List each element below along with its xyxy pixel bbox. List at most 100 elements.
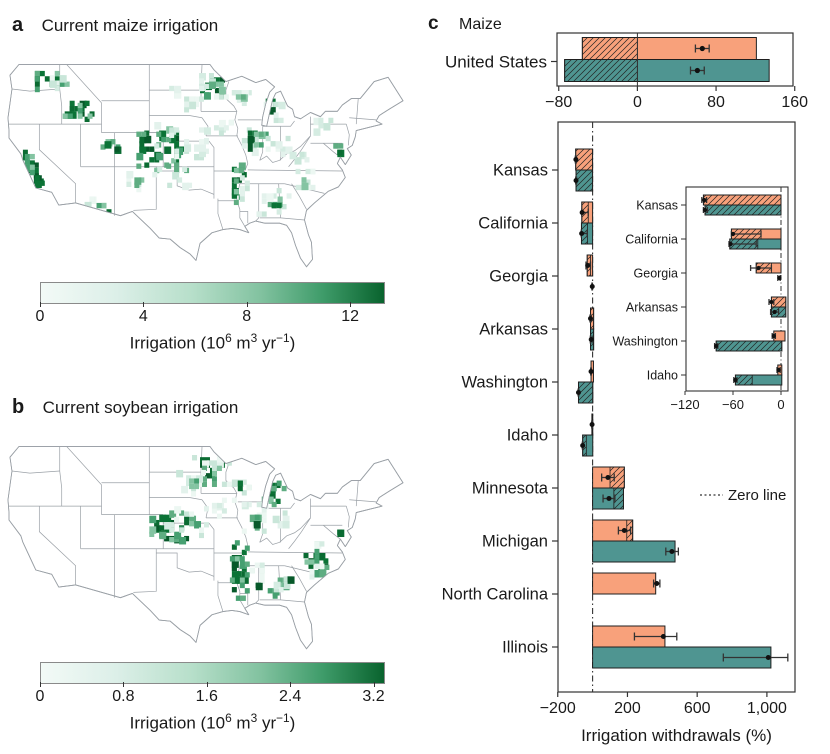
county-cell — [174, 162, 180, 168]
county-cell — [261, 528, 267, 534]
bar-michigan-teal — [592, 541, 676, 562]
county-cell — [24, 153, 30, 160]
county-cell — [270, 98, 276, 104]
county-cell — [231, 544, 237, 550]
state-border-line — [156, 552, 215, 577]
county-cell — [337, 149, 343, 156]
county-cell — [141, 131, 147, 137]
county-cell — [275, 498, 281, 505]
county-cell — [263, 112, 269, 118]
county-cell — [241, 571, 247, 577]
county-cell — [204, 148, 209, 154]
county-cell — [221, 497, 227, 503]
county-cell — [294, 157, 302, 165]
county-cell — [234, 540, 240, 546]
county-cell — [231, 182, 237, 189]
county-cell — [229, 556, 235, 562]
state-border-line — [345, 124, 350, 146]
county-cell — [310, 168, 316, 175]
bar-idaho-teal — [582, 435, 593, 456]
county-cell — [280, 146, 286, 152]
county-cell — [126, 181, 132, 187]
colorbar-tick-label: 0.8 — [112, 688, 135, 705]
county-cell — [29, 164, 35, 170]
county-cell — [179, 510, 185, 516]
colorbar-tick — [246, 302, 248, 307]
county-cell — [285, 146, 293, 154]
colorbar-gradient — [40, 662, 385, 684]
county-cell — [204, 522, 209, 528]
county-cell — [182, 166, 188, 173]
county-cell — [149, 157, 155, 163]
county-cell — [282, 521, 290, 529]
county-cell — [29, 153, 35, 160]
county-cell — [301, 177, 307, 183]
county-cell — [231, 479, 239, 487]
county-cell — [49, 75, 55, 81]
county-cell — [211, 471, 217, 477]
county-cell — [218, 130, 224, 136]
county-cell — [144, 130, 150, 136]
county-cell — [282, 515, 290, 524]
county-cell — [239, 577, 245, 583]
county-cell — [244, 588, 250, 594]
county-cell — [134, 177, 142, 185]
bar-arkansas-teal-point — [588, 337, 594, 342]
county-cell — [244, 561, 250, 567]
state-border-line — [133, 548, 157, 593]
state-border-line — [288, 135, 311, 167]
colorbar-tick — [40, 682, 41, 687]
county-cell — [323, 558, 329, 564]
county-cell — [231, 90, 237, 96]
irrigation-withdrawals-charts: United States −80 0 80 160 Kansas California Ge… — [442, 32, 808, 745]
county-cell — [299, 151, 305, 158]
county-cell — [154, 143, 160, 149]
county-cell — [149, 146, 155, 152]
county-cell — [199, 532, 205, 539]
county-cell — [304, 559, 310, 565]
county-cell — [189, 101, 197, 110]
county-cell — [267, 588, 273, 594]
county-cell — [194, 521, 202, 529]
county-cell — [305, 179, 311, 185]
county-cell — [233, 167, 239, 174]
county-cell — [271, 485, 277, 492]
state-label-michigan: Michigan — [482, 533, 548, 551]
county-cell — [273, 581, 281, 590]
county-cell — [126, 176, 132, 182]
bar-united-states-teal-hatch — [564, 59, 638, 82]
county-cell — [59, 75, 67, 83]
x-axis-label: Irrigation withdrawals (%) — [581, 726, 772, 745]
county-cell — [235, 595, 241, 601]
county-cell — [179, 527, 185, 533]
county-cell — [49, 80, 57, 88]
county-cell — [213, 94, 219, 100]
county-cell — [221, 455, 227, 461]
county-cell — [295, 168, 301, 175]
county-cell — [157, 166, 163, 173]
county-cell — [106, 209, 112, 215]
county-cell — [281, 485, 287, 492]
county-cell — [261, 211, 267, 217]
colorbar-tick-label: 8 — [242, 308, 252, 325]
county-cell — [277, 196, 283, 202]
county-cell — [152, 172, 158, 178]
county-cell — [194, 483, 200, 490]
county-cell — [184, 519, 190, 526]
county-cell — [285, 135, 291, 142]
us-xtick-label: 160 — [781, 94, 808, 111]
state-border-line — [38, 124, 76, 203]
county-cell — [236, 90, 242, 96]
county-cells — [149, 455, 345, 601]
inset-frame — [685, 186, 789, 392]
state-border-line — [259, 517, 311, 545]
county-cell — [270, 482, 276, 489]
county-cell — [208, 73, 214, 79]
county-cell — [84, 116, 90, 123]
county-cell — [171, 158, 177, 164]
county-cell — [191, 491, 197, 497]
county-cell — [337, 529, 345, 538]
county-cell — [236, 177, 242, 183]
inset-state-label-arkansas: Arkansas — [626, 301, 678, 315]
